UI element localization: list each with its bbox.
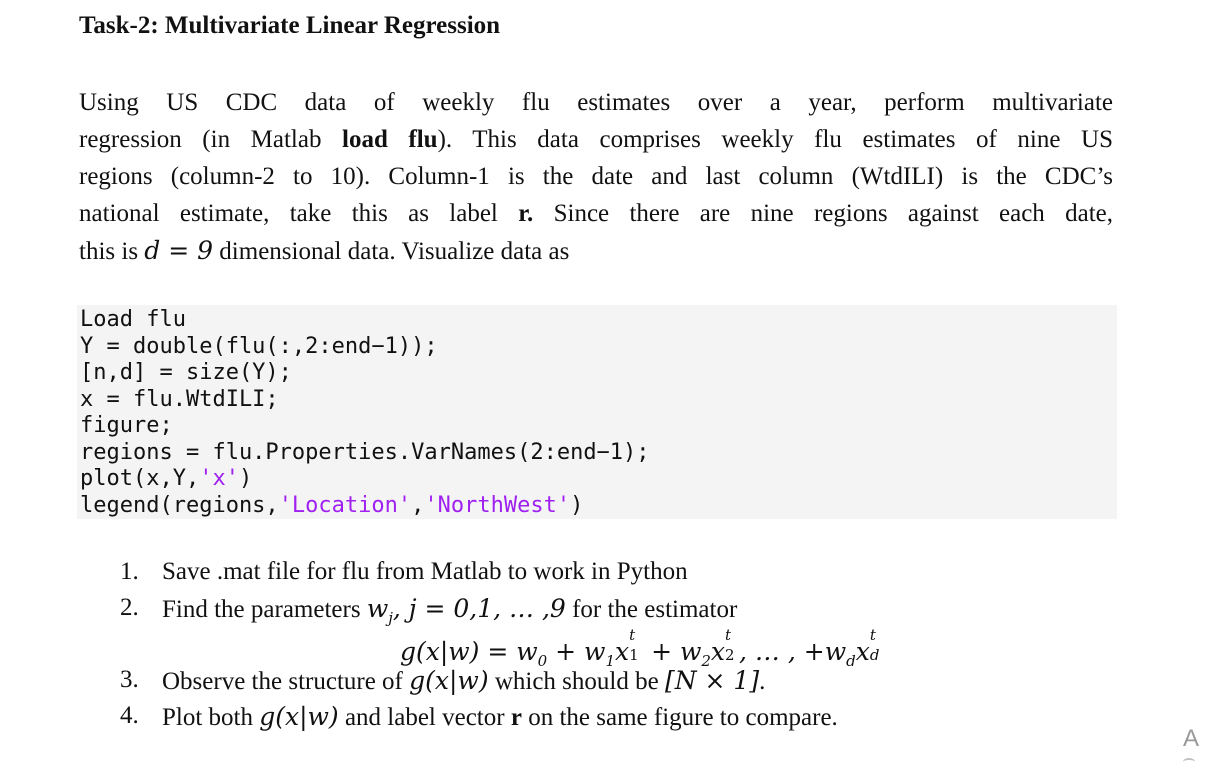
- code-string: 'x': [199, 466, 239, 491]
- label-r: r: [510, 704, 522, 731]
- description-line-5: this is d = 9 dimensional data. Visualiz…: [79, 236, 570, 265]
- task-description: Using US CDC data of weekly flu estimate…: [79, 84, 1113, 270]
- label-r: r.: [518, 200, 534, 227]
- estimator-equation: g(x|w) = w0 + w1x t 1 + w2x t 2, … , +wdx t d: [400, 626, 880, 670]
- code-line: x = flu.WtdILI;: [80, 386, 279, 412]
- list-number: 1.: [120, 558, 139, 585]
- list-number: 2.: [120, 594, 139, 621]
- description-line-4: national estimate, take this as label r.…: [79, 200, 1114, 227]
- list-number: 3.: [120, 666, 139, 693]
- estimator-math: g(x|w): [409, 666, 489, 695]
- code-line: figure;: [80, 413, 173, 438]
- code-line: [n,d] = size(Y);: [80, 360, 292, 385]
- param-math: wj, j = 0,1, … ,9: [366, 594, 566, 627]
- code-line: Load flu: [80, 307, 186, 332]
- description-line-3: regions (column-2 to 10). Column-1 is th…: [79, 163, 1113, 190]
- estimator-math: g(x|w): [259, 702, 339, 731]
- list-text: Find the parameters wj, j = 0,1, … ,9 fo…: [162, 594, 738, 627]
- code-line: plot(x,Y,'x'): [80, 466, 253, 491]
- corner-fragment-mark: [1183, 758, 1195, 766]
- list-text: Save .mat file for flu from Matlab to wo…: [162, 558, 688, 585]
- description-line-2: regression (in Matlab load flu). This da…: [79, 126, 1113, 153]
- steps-list: 1. Save .mat file for flu from Matlab to…: [120, 558, 1120, 738]
- code-string: 'NorthWest': [424, 492, 571, 518]
- list-text: Observe the structure of g(x|w) which sh…: [162, 666, 766, 695]
- dimension-math: d = 9: [144, 236, 214, 265]
- code-string: 'Location': [278, 492, 412, 518]
- list-item: 1. Save .mat file for flu from Matlab to…: [120, 558, 1120, 594]
- code-line: regions = flu.Properties.VarNames(2:end−…: [80, 439, 650, 465]
- matlab-code-block: Load flu Y = double(flu(:,2:end−1)); [n,…: [77, 305, 1117, 519]
- list-item: 2. Find the parameters wj, j = 0,1, … ,9…: [120, 594, 1120, 630]
- dimension-math: [N × 1]: [664, 666, 760, 695]
- list-number: 4.: [120, 702, 139, 729]
- list-text: Plot both g(x|w) and label vector r on t…: [162, 702, 838, 731]
- description-line-1: Using US CDC data of weekly flu estimate…: [79, 89, 1113, 116]
- code-line: legend(regions,'Location','NorthWest'): [80, 492, 584, 518]
- code-line: Y = double(flu(:,2:end−1));: [80, 333, 438, 359]
- corner-text-fragment: A: [1183, 725, 1200, 752]
- list-item: 3. Observe the structure of g(x|w) which…: [120, 666, 1120, 702]
- list-item: 4. Plot both g(x|w) and label vector r o…: [120, 702, 1120, 738]
- load-flu-command: load flu: [342, 126, 438, 153]
- task-heading: Task-2: Multivariate Linear Regression: [79, 12, 501, 39]
